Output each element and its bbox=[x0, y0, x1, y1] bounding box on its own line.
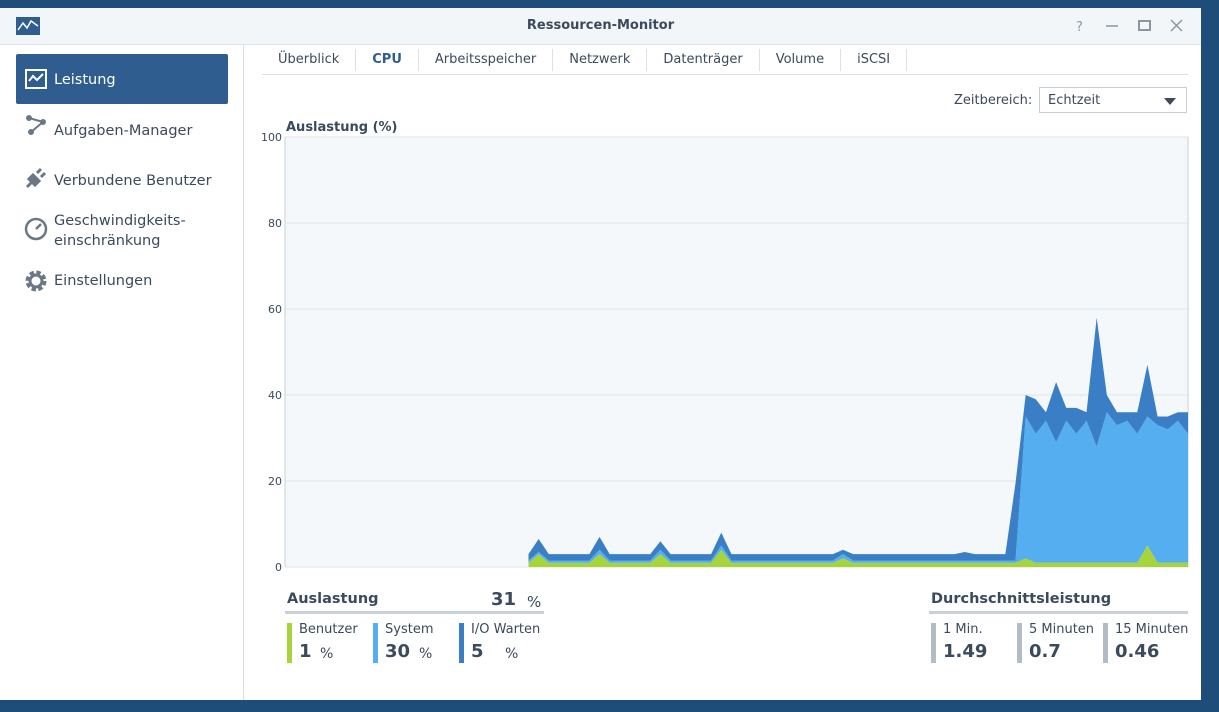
load-value: 1.49 bbox=[943, 641, 988, 662]
area bbox=[528, 317, 1188, 561]
nav-label: Verbundene Benutzer bbox=[54, 173, 212, 189]
tab[interactable]: Arbeitsspeicher bbox=[419, 49, 554, 71]
divider bbox=[285, 611, 544, 614]
window: Ressourcen-Monitor ? Leistung Aufgaben-M… bbox=[0, 8, 1201, 700]
load-swatch bbox=[931, 623, 936, 663]
unit: % bbox=[320, 646, 334, 662]
tab-bar: Überblick CPU Arbeitsspeicher Netzwerk Daten… bbox=[262, 44, 1188, 75]
nav-item[interactable]: Geschwindigkeits- einschränkung bbox=[16, 211, 228, 255]
y-tick-label: 100 bbox=[261, 131, 282, 144]
svg-text:?: ? bbox=[1076, 20, 1083, 35]
nav-item[interactable]: Verbundene Benutzer bbox=[16, 164, 228, 194]
load-swatch bbox=[1103, 623, 1108, 663]
area bbox=[528, 545, 1188, 567]
window-title: Ressourcen-Monitor bbox=[526, 18, 675, 33]
legend-label: I/O Warten bbox=[471, 622, 541, 637]
unit: % bbox=[419, 646, 433, 662]
y-tick-label: 40 bbox=[268, 389, 282, 402]
tab[interactable]: Netzwerk bbox=[553, 49, 648, 71]
window-controls[interactable]: ? bbox=[1070, 16, 1190, 36]
chart: Auslastung (%) 0 20 40 60 80 100 bbox=[261, 120, 1189, 574]
tab[interactable]: Datenträger bbox=[647, 49, 760, 71]
area bbox=[528, 412, 1188, 563]
legend-swatch bbox=[373, 623, 378, 663]
legend-label: System bbox=[385, 622, 434, 637]
unit: % bbox=[505, 646, 519, 662]
nav-label: Geschwindigkeits- einschränkung bbox=[54, 213, 186, 249]
sidebar: Leistung Aufgaben-Manager Verbundene Ben… bbox=[0, 45, 244, 700]
legend-swatch bbox=[459, 623, 464, 663]
nav-item[interactable]: Aufgaben-Manager bbox=[16, 114, 228, 144]
stat-value: 5 bbox=[471, 641, 484, 662]
load-label: 5 Minuten bbox=[1029, 622, 1095, 637]
load-title: Durchschnittsleistung bbox=[931, 591, 1112, 607]
y-tick-label: 0 bbox=[275, 561, 282, 574]
load-label: 15 Minuten bbox=[1115, 622, 1189, 637]
title-bar: Ressourcen-Monitor ? bbox=[0, 8, 1201, 45]
y-axis-label: Auslastung (%) bbox=[286, 120, 397, 135]
app-icon bbox=[16, 17, 40, 35]
stat-value: 1 bbox=[299, 641, 312, 662]
load-value: 0.46 bbox=[1115, 641, 1160, 662]
load-label: 1 Min. bbox=[943, 622, 983, 637]
nav-label: Einstellungen bbox=[54, 273, 153, 289]
summary-title: Auslastung bbox=[287, 591, 379, 607]
y-tick-label: 20 bbox=[268, 475, 282, 488]
load-swatch bbox=[1017, 623, 1022, 663]
time-range-label: Zeitbereich: bbox=[954, 93, 1033, 108]
y-tick-label: 60 bbox=[268, 303, 282, 316]
select-value: Echtzeit bbox=[1048, 93, 1101, 108]
divider bbox=[929, 611, 1188, 614]
legend-swatch bbox=[287, 623, 292, 663]
legend-label: Benutzer bbox=[299, 622, 358, 637]
nav-item[interactable]: Einstellungen bbox=[16, 264, 228, 294]
tab[interactable]: iSCSI bbox=[841, 49, 908, 71]
nav-item[interactable]: Leistung bbox=[16, 54, 228, 104]
y-tick-label: 80 bbox=[268, 217, 282, 230]
tab[interactable]: Volume bbox=[760, 49, 842, 71]
summary-total: 31 bbox=[491, 589, 517, 610]
load-value: 0.7 bbox=[1029, 641, 1061, 662]
stat-value: 30 bbox=[385, 641, 411, 662]
unit: % bbox=[527, 593, 542, 611]
nav-label: Aufgaben-Manager bbox=[54, 123, 193, 139]
nav-label: Leistung bbox=[54, 72, 116, 88]
tab[interactable]: Überblick bbox=[262, 49, 357, 71]
time-range-select[interactable]: Echtzeit bbox=[1039, 87, 1187, 113]
tab[interactable]: CPU bbox=[356, 49, 419, 71]
